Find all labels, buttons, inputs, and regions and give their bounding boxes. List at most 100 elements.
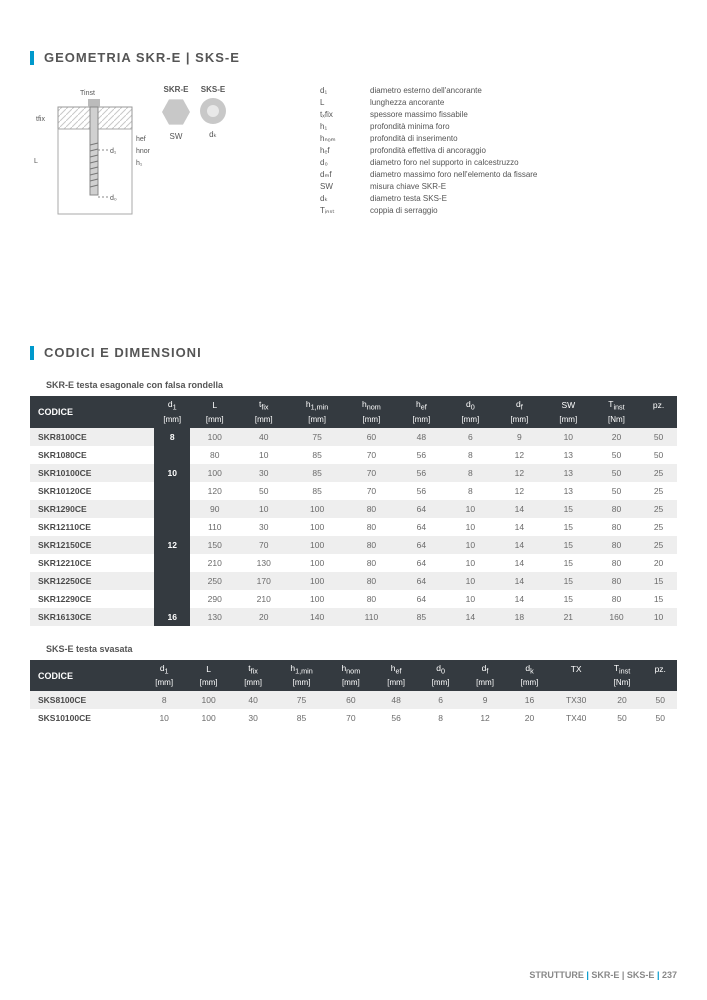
value-cell: 80 [346, 572, 397, 590]
value-cell: 48 [374, 691, 418, 709]
value-cell: 18 [495, 608, 544, 626]
column-header: pz. [640, 396, 677, 415]
value-cell: 21 [544, 608, 593, 626]
value-cell: 12 [495, 446, 544, 464]
value-cell: 80 [346, 536, 397, 554]
column-header: df [463, 660, 507, 679]
legend-description: lunghezza ancorante [370, 97, 677, 109]
value-cell: 100 [288, 554, 346, 572]
geometry-block: Tinst tfix L d₁ d₀ hef hnom h₁ SKR-E SW … [30, 85, 677, 225]
value-cell: 130 [190, 608, 239, 626]
legend-symbol: d₁ [320, 85, 350, 97]
value-cell: 14 [495, 590, 544, 608]
legend-symbol: L [320, 97, 350, 109]
anchor-cross-section-diagram: Tinst tfix L d₁ d₀ hef hnom h₁ [30, 85, 150, 225]
value-cell: 13 [544, 464, 593, 482]
column-header: pz. [644, 660, 678, 679]
d1-merged-cell: 8 [154, 428, 190, 446]
value-cell: 80 [593, 590, 640, 608]
value-cell: 15 [640, 572, 677, 590]
value-cell: 110 [190, 518, 239, 536]
section-title-codes: CODICI E DIMENSIONI [44, 345, 202, 360]
code-cell: SKR8100CE [30, 428, 154, 446]
accent-bar-icon [30, 51, 34, 65]
value-cell: 90 [190, 500, 239, 518]
value-cell: 40 [231, 691, 275, 709]
geometry-legend: d₁diametro esterno dell'ancoranteLlunghe… [320, 85, 677, 217]
value-cell: 50 [593, 446, 640, 464]
value-cell: 150 [190, 536, 239, 554]
code-cell: SKS8100CE [30, 691, 142, 709]
value-cell: 100 [288, 572, 346, 590]
code-cell: SKR10100CE [30, 464, 154, 482]
legend-row: SWmisura chiave SKR-E [320, 181, 677, 193]
column-unit: [mm] [446, 415, 495, 428]
table-row: SKR16130CE16130201401108514182116010 [30, 608, 677, 626]
value-cell: 140 [288, 608, 346, 626]
value-cell: 10 [544, 428, 593, 446]
value-cell: 250 [190, 572, 239, 590]
legend-description: misura chiave SKR-E [370, 181, 677, 193]
code-cell: SKR12210CE [30, 554, 154, 572]
svg-text:hnom: hnom [136, 148, 150, 155]
legend-symbol: hₑf [320, 145, 350, 157]
column-unit: [mm] [239, 415, 288, 428]
value-cell: 50 [640, 428, 677, 446]
column-unit: [mm] [507, 678, 551, 691]
legend-description: profondità effettiva di ancoraggio [370, 145, 677, 157]
value-cell: 75 [288, 428, 346, 446]
value-cell: 25 [640, 518, 677, 536]
legend-symbol: d₀ [320, 157, 350, 169]
value-cell: 25 [640, 536, 677, 554]
value-cell: 20 [601, 691, 644, 709]
value-cell: 14 [495, 500, 544, 518]
value-cell: 80 [346, 554, 397, 572]
legend-row: Llunghezza ancorante [320, 97, 677, 109]
svg-text:d₁: d₁ [110, 148, 117, 155]
value-cell: 30 [239, 518, 288, 536]
value-cell: 70 [346, 464, 397, 482]
hex-head-icon [162, 98, 190, 126]
svg-text:d₀: d₀ [110, 195, 117, 202]
value-cell: 160 [593, 608, 640, 626]
value-cell: 64 [397, 500, 446, 518]
value-cell: 30 [239, 464, 288, 482]
value-cell: 15 [544, 554, 593, 572]
legend-description: diametro foro nel supporto in calcestruz… [370, 157, 677, 169]
value-cell: 8 [446, 446, 495, 464]
value-cell: 12 [495, 482, 544, 500]
column-unit: [mm] [154, 415, 190, 428]
column-unit: [Nm] [593, 415, 640, 428]
value-cell: 14 [495, 518, 544, 536]
value-cell: 100 [288, 590, 346, 608]
value-cell: 15 [544, 536, 593, 554]
column-unit: [mm] [397, 415, 446, 428]
value-cell: 10 [446, 536, 495, 554]
column-unit: [mm] [190, 415, 239, 428]
value-cell: 8 [446, 464, 495, 482]
code-cell: SKR12150CE [30, 536, 154, 554]
column-unit: [Nm] [601, 678, 644, 691]
value-cell: 10 [446, 518, 495, 536]
value-cell: 100 [288, 518, 346, 536]
value-cell: 10 [142, 709, 186, 727]
column-unit: [mm] [186, 678, 230, 691]
value-cell: 85 [275, 709, 327, 727]
value-cell: 16 [507, 691, 551, 709]
legend-symbol: dₘf [320, 169, 350, 181]
value-cell: 14 [495, 572, 544, 590]
value-cell: 15 [544, 590, 593, 608]
legend-row: tₓfixspessore massimo fissabile [320, 109, 677, 121]
column-header: L [190, 396, 239, 415]
value-cell: 50 [644, 691, 678, 709]
accent-bar-icon [30, 346, 34, 360]
value-cell: 70 [346, 482, 397, 500]
svg-text:h₁: h₁ [136, 160, 143, 167]
value-cell: 20 [239, 608, 288, 626]
anchor-svg-icon: Tinst tfix L d₁ d₀ hef hnom h₁ [30, 85, 150, 225]
page-footer: STRUTTURE | SKR-E | SKS-E | 237 [529, 970, 677, 980]
column-unit: [mm] [231, 678, 275, 691]
value-cell: 10 [446, 590, 495, 608]
column-header: d1 [154, 396, 190, 415]
value-cell: 50 [593, 464, 640, 482]
